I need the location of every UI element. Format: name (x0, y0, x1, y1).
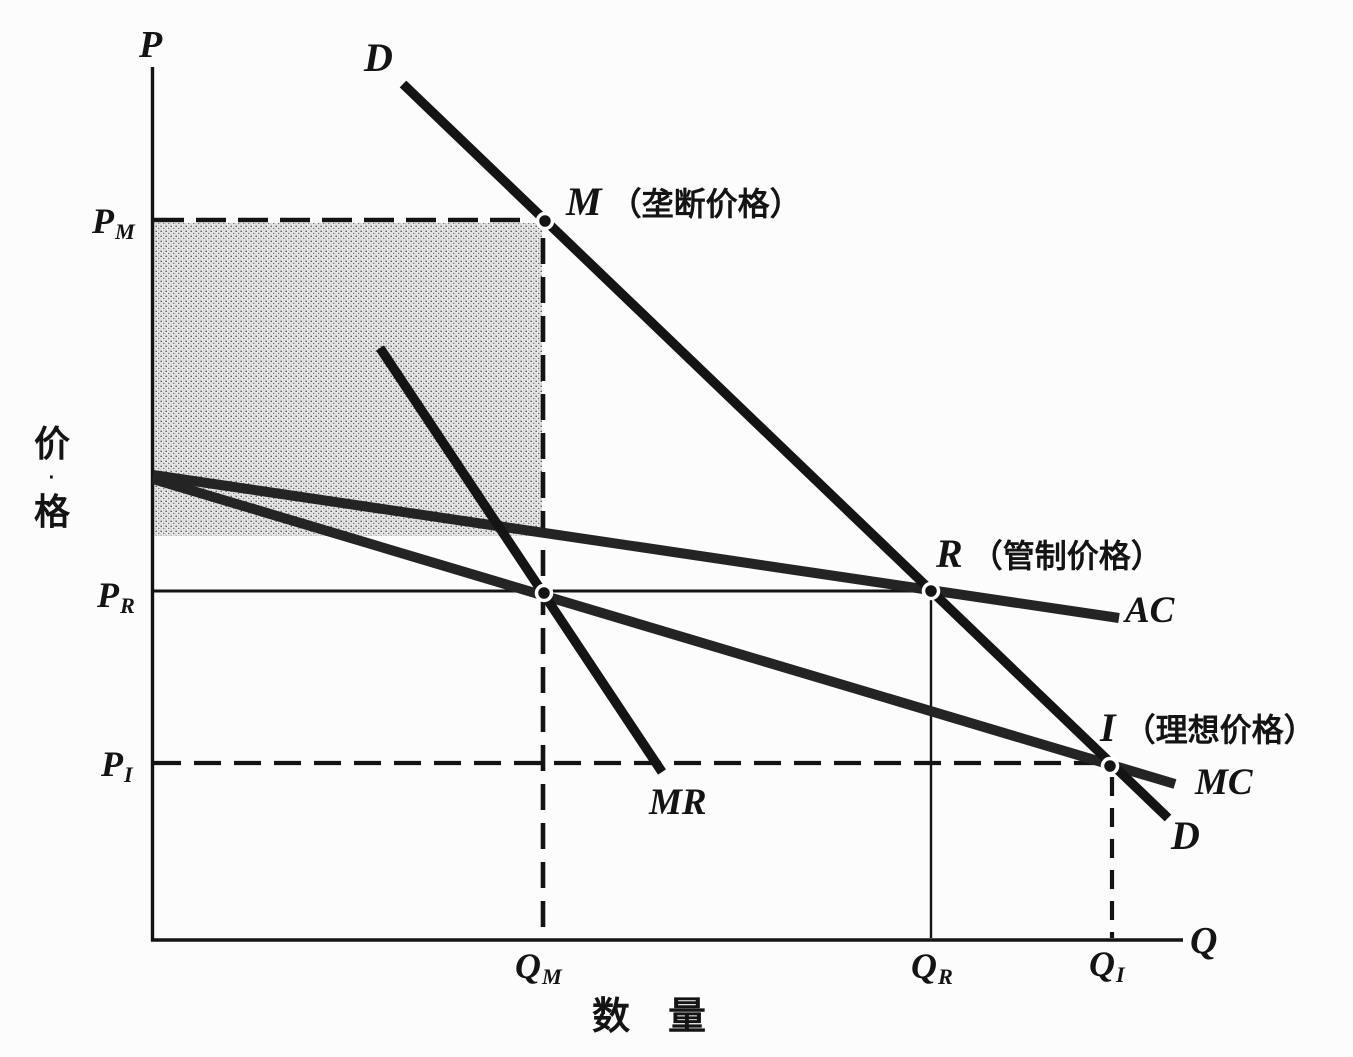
point-i-dot (1100, 756, 1120, 776)
tick-qm-sub: M (542, 963, 562, 989)
tick-pm-sub: M (115, 218, 135, 244)
curve-label-mc: MC (1195, 762, 1253, 803)
tick-pr-sub: R (120, 592, 135, 618)
tick-qm: QM (515, 948, 562, 988)
tick-pm-base: P (92, 201, 114, 241)
mr-curve (376, 345, 666, 775)
curve-label-ac: AC (1125, 590, 1175, 631)
mc-curve (151, 474, 1177, 789)
tick-pm: PM (92, 203, 135, 243)
point-label-m: M （垄断价格） (566, 182, 802, 222)
y-axis-title-dot: · (48, 467, 56, 489)
tick-qi-sub: I (1116, 961, 1125, 987)
point-m-letter: M (566, 179, 602, 224)
tick-qr-sub: R (938, 963, 953, 989)
curve-label-d-bottom: D (1171, 813, 1200, 858)
y-axis-letter: P (139, 24, 163, 66)
curve-label-d-top: D (364, 35, 393, 80)
point-i-note: （理想价格） (1123, 712, 1316, 748)
tick-qm-base: Q (515, 946, 541, 986)
tick-pi-sub: I (124, 761, 133, 787)
tick-pr: PR (97, 577, 135, 617)
x-axis-title: 数 量 (592, 996, 707, 1038)
tick-qi: QI (1089, 946, 1125, 986)
point-m-note: （垄断价格） (609, 186, 802, 222)
point-label-i: I （理想价格） (1100, 708, 1316, 748)
tick-qr: QR (911, 948, 953, 988)
tick-pi-base: P (101, 744, 123, 784)
point-r-letter: R (936, 531, 963, 576)
curve-label-mr: MR (649, 782, 707, 823)
tick-pi: PI (101, 746, 133, 786)
point-m-dot (535, 211, 555, 231)
mr-mc-intersection-dot (534, 583, 554, 603)
point-label-r: R （管制价格） (936, 534, 1163, 574)
point-r-note: （管制价格） (970, 538, 1163, 574)
point-i-letter: I (1100, 705, 1116, 750)
d-curve (399, 80, 1172, 822)
tick-pr-base: P (97, 575, 119, 615)
y-axis-title: 价 · 格 (34, 426, 70, 530)
monopoly-profit-shaded-region (154, 223, 542, 536)
y-axis-title-char-1: 价 (34, 423, 71, 464)
tick-qi-base: Q (1089, 944, 1115, 984)
x-axis-letter: Q (1190, 920, 1218, 962)
tick-qr-base: Q (911, 946, 937, 986)
y-axis-title-char-2: 格 (34, 491, 71, 532)
ac-curve (152, 470, 1120, 623)
point-r-dot (921, 581, 941, 601)
